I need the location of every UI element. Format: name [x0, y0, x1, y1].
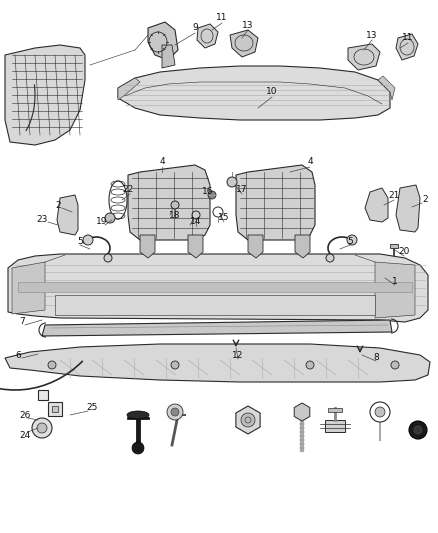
Polygon shape: [38, 390, 48, 400]
Text: 25: 25: [86, 403, 98, 413]
Polygon shape: [42, 320, 392, 336]
Text: 2: 2: [55, 200, 61, 209]
Text: 10: 10: [266, 87, 278, 96]
Polygon shape: [52, 406, 58, 412]
Text: 7: 7: [19, 318, 25, 327]
Ellipse shape: [127, 411, 149, 419]
Text: 11: 11: [216, 13, 228, 22]
Text: 5: 5: [77, 238, 83, 246]
Polygon shape: [118, 78, 140, 100]
Circle shape: [326, 254, 334, 262]
Text: 19: 19: [96, 217, 108, 227]
Circle shape: [227, 177, 237, 187]
Text: 22: 22: [122, 185, 134, 195]
Circle shape: [83, 235, 93, 245]
Circle shape: [171, 408, 179, 416]
Polygon shape: [140, 235, 155, 258]
Circle shape: [409, 421, 427, 439]
Text: 18: 18: [169, 211, 181, 220]
Text: 21: 21: [389, 191, 400, 200]
Circle shape: [208, 191, 216, 199]
Text: 6: 6: [15, 351, 21, 359]
Text: 2: 2: [422, 196, 428, 205]
Circle shape: [105, 213, 115, 223]
Polygon shape: [375, 262, 415, 318]
Polygon shape: [57, 195, 78, 235]
Polygon shape: [328, 408, 342, 412]
Polygon shape: [378, 76, 395, 100]
Text: 4: 4: [159, 157, 165, 166]
Text: 20: 20: [398, 247, 410, 256]
Text: 16: 16: [202, 188, 214, 197]
Circle shape: [306, 361, 314, 369]
Polygon shape: [5, 45, 85, 145]
Circle shape: [132, 442, 144, 454]
Text: 13: 13: [242, 20, 254, 29]
Polygon shape: [396, 34, 418, 60]
Text: 17: 17: [236, 185, 248, 195]
Circle shape: [104, 254, 112, 262]
Text: 15: 15: [218, 214, 230, 222]
Polygon shape: [188, 235, 203, 258]
Circle shape: [241, 413, 255, 427]
Polygon shape: [236, 165, 315, 240]
Circle shape: [375, 407, 385, 417]
Polygon shape: [295, 235, 310, 258]
Polygon shape: [148, 22, 178, 60]
Circle shape: [171, 361, 179, 369]
Polygon shape: [396, 185, 420, 232]
Text: 11: 11: [402, 34, 414, 43]
Circle shape: [391, 361, 399, 369]
Text: 13: 13: [366, 30, 378, 39]
Circle shape: [414, 426, 422, 434]
Text: 23: 23: [36, 215, 48, 224]
Polygon shape: [348, 44, 380, 70]
Polygon shape: [118, 66, 390, 120]
Circle shape: [167, 404, 183, 420]
Polygon shape: [294, 403, 310, 421]
Circle shape: [37, 423, 47, 433]
Polygon shape: [55, 295, 375, 315]
Polygon shape: [48, 402, 62, 416]
Circle shape: [370, 402, 390, 422]
Text: 8: 8: [373, 353, 379, 362]
Polygon shape: [365, 188, 388, 222]
Text: 9: 9: [192, 23, 198, 33]
Polygon shape: [248, 235, 263, 258]
Polygon shape: [325, 420, 345, 432]
Circle shape: [32, 418, 52, 438]
Polygon shape: [5, 344, 430, 382]
Text: 12: 12: [232, 351, 244, 360]
Text: 26: 26: [19, 410, 31, 419]
Text: 1: 1: [392, 278, 398, 287]
Text: 14: 14: [191, 217, 201, 227]
Polygon shape: [197, 24, 218, 48]
Circle shape: [48, 361, 56, 369]
Text: 24: 24: [19, 431, 31, 440]
Polygon shape: [230, 30, 258, 57]
Polygon shape: [162, 45, 175, 68]
Polygon shape: [12, 262, 45, 314]
Polygon shape: [390, 244, 398, 248]
Circle shape: [347, 235, 357, 245]
Text: 5: 5: [347, 238, 353, 246]
Polygon shape: [128, 165, 210, 240]
Circle shape: [171, 201, 179, 209]
Polygon shape: [8, 254, 428, 322]
Polygon shape: [236, 406, 260, 434]
Polygon shape: [18, 282, 412, 292]
Text: 4: 4: [307, 157, 313, 166]
